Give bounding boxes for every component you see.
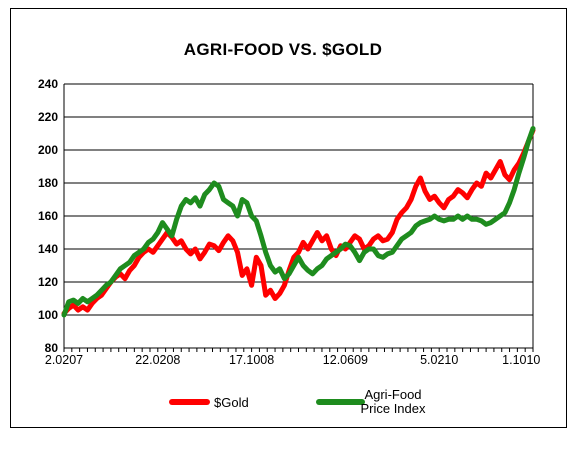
x-tick-label: 22.0208 <box>135 353 180 367</box>
series-lines <box>61 126 536 318</box>
legend-label-agri-food: Agri-Food Price Index <box>360 387 426 416</box>
series-line-gold <box>61 127 536 316</box>
y-tick-label: 240 <box>38 77 58 91</box>
legend: $Gold Agri-Food Price Index <box>169 387 426 416</box>
x-tick-label: 17.1008 <box>229 353 274 367</box>
chart-title: AGRI-FOOD VS. $GOLD <box>184 40 382 59</box>
x-tick-label: 1.1010 <box>502 353 540 367</box>
chart-frame: AGRI-FOOD VS. $GOLD 80 100 120 140 160 180 200… <box>10 8 567 428</box>
y-tick-label: 160 <box>38 209 58 223</box>
y-tick-label: 220 <box>38 110 58 124</box>
y-tick-label: 140 <box>38 242 58 256</box>
x-tick-label: 2.0207 <box>45 353 83 367</box>
x-tick-label: 12.0609 <box>323 353 368 367</box>
y-tick-label: 200 <box>38 143 58 157</box>
x-tick-label: 5.0210 <box>420 353 458 367</box>
y-tick-label: 100 <box>38 308 58 322</box>
y-tick-label: 180 <box>38 176 58 190</box>
y-tick-label: 80 <box>45 341 59 355</box>
axes: 80 100 120 140 160 180 200 220 240 2.0207 22.0208 1… <box>38 77 540 367</box>
y-tick-label: 120 <box>38 275 58 289</box>
chart-canvas: AGRI-FOOD VS. $GOLD 80 100 120 140 160 180 200… <box>38 40 540 416</box>
grid <box>64 83 533 349</box>
legend-label-gold: $Gold <box>214 395 249 410</box>
series-line-agri-food <box>61 126 536 318</box>
